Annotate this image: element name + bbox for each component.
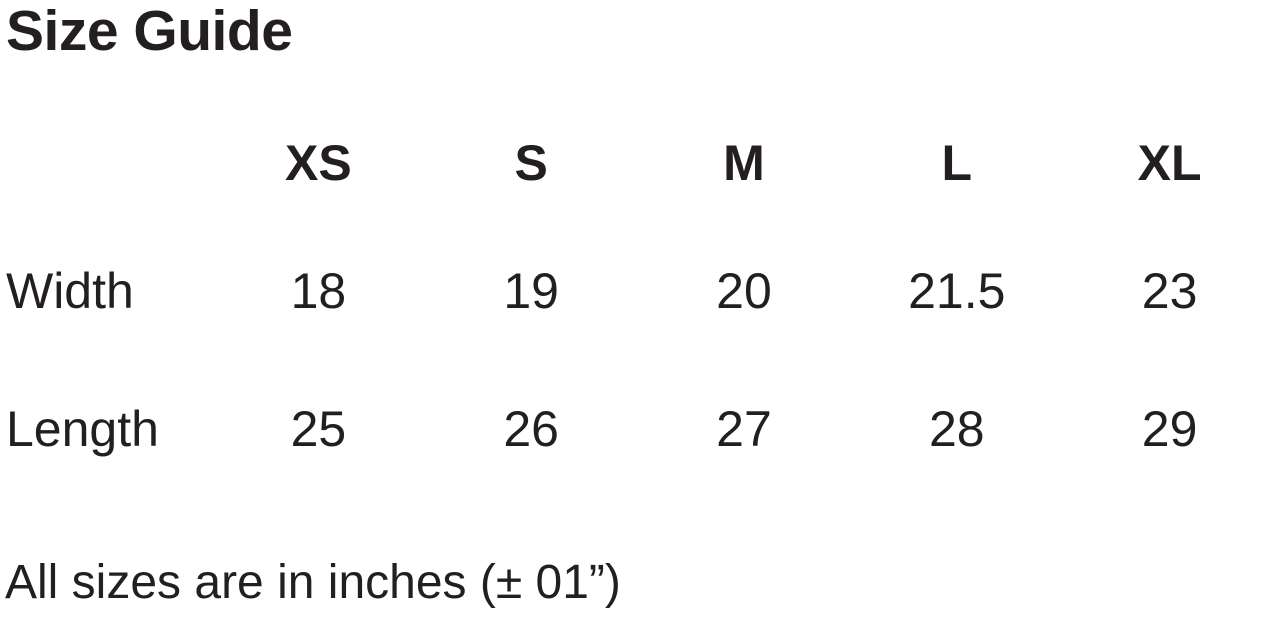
- page-title: Size Guide: [6, 0, 293, 63]
- cell-width-s: 19: [503, 263, 559, 319]
- cell-length-m: 27: [716, 401, 772, 457]
- column-header-m: M: [723, 135, 765, 191]
- column-header-s: S: [514, 135, 548, 191]
- column-header-xs: XS: [285, 135, 352, 191]
- row-label-width: Width: [6, 263, 134, 319]
- row-label-length: Length: [6, 401, 159, 457]
- cell-length-xl: 29: [1141, 401, 1198, 457]
- units-footnote: All sizes are in inches (± 01”): [5, 556, 621, 609]
- size-guide-table: XS S M L XL Width 18 19 20 21.5 23 Lengt…: [0, 108, 1276, 498]
- cell-width-xs: 18: [290, 263, 347, 319]
- column-header-xl: XL: [1137, 135, 1202, 191]
- table-row: Length 25 26 27 28 29: [0, 360, 1276, 498]
- column-header-l: L: [941, 135, 973, 191]
- table-row: Width 18 19 20 21.5 23: [0, 222, 1276, 360]
- cell-width-l: 21.5: [908, 263, 1006, 319]
- cell-length-l: 28: [928, 401, 985, 457]
- cell-length-s: 26: [503, 401, 559, 457]
- cell-width-m: 20: [716, 263, 772, 319]
- header-corner-cell: [0, 108, 212, 222]
- table-header-row: XS S M L XL: [0, 108, 1276, 222]
- cell-length-xs: 25: [290, 401, 347, 457]
- cell-width-xl: 23: [1141, 263, 1198, 319]
